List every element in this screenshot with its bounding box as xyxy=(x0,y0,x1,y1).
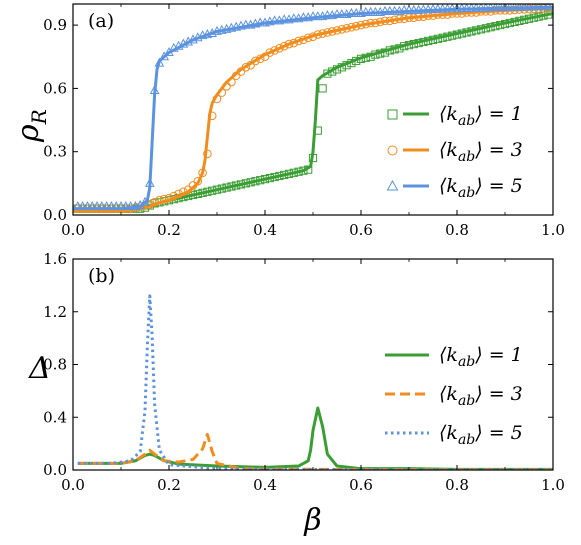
legend-label: ⟨kab⟩ = 5 xyxy=(439,175,523,201)
data-point-triangle xyxy=(332,8,342,19)
x-tick-label: 0.6 xyxy=(349,221,373,239)
legend-marker-square xyxy=(387,109,398,120)
y-tick-label: 1.6 xyxy=(43,250,67,268)
panel-b-ticks: 0.0 0.2 0.4 0.6 0.8 1.0 0.0 0.4 0.8 1.2 1.6 xyxy=(43,250,565,494)
data-point-circle xyxy=(279,41,289,51)
panel-a-ylabel-sub: R xyxy=(27,109,51,125)
panel-a-legend: ⟨kab⟩ = 1 ⟨kab⟩ = 3 ⟨kab⟩ = 5 xyxy=(386,103,523,201)
legend-label: ⟨kab⟩ = 5 xyxy=(439,422,523,448)
plot-area xyxy=(77,294,553,470)
x-tick-label: 0.4 xyxy=(253,476,277,494)
data-point-triangle xyxy=(418,4,429,14)
data-point-triangle xyxy=(408,4,419,14)
legend-label: ⟨kab⟩ = 3 xyxy=(439,383,523,409)
panel-b-legend: ⟨kab⟩ = 1 ⟨kab⟩ = 3 ⟨kab⟩ = 5 xyxy=(385,344,523,448)
y-tick-label: 0.9 xyxy=(43,16,67,34)
panel-a-label: (a) xyxy=(88,10,114,32)
x-tick-label: 0.2 xyxy=(157,476,181,494)
data-point-triangle xyxy=(399,4,410,14)
data-point-triangle xyxy=(240,19,251,29)
legend-label: ⟨kab⟩ = 1 xyxy=(439,103,523,129)
plot-area xyxy=(73,4,553,213)
data-point-triangle xyxy=(384,5,395,15)
panel-b-xlabel: β xyxy=(303,503,321,538)
data-point-circle xyxy=(275,44,284,53)
legend-marker-triangle xyxy=(386,179,399,191)
y-tick-label: 0.8 xyxy=(43,356,67,374)
x-tick-label: 1.0 xyxy=(541,221,565,239)
x-tick-label: 0.8 xyxy=(445,221,469,239)
data-point-circle xyxy=(251,56,260,66)
series-line xyxy=(73,5,553,211)
data-point-triangle xyxy=(269,15,280,25)
x-tick-label: 0.2 xyxy=(157,221,181,239)
y-tick-label: 0.3 xyxy=(43,143,67,161)
x-tick-label: 1.0 xyxy=(541,476,565,494)
data-point-triangle xyxy=(428,4,438,13)
data-point-triangle xyxy=(432,4,443,13)
data-point-triangle xyxy=(380,5,390,15)
panel-b-ylabel: Δ xyxy=(28,351,51,386)
panel-b-label: (b) xyxy=(88,265,115,287)
panel-a-ylabel-main: ρ xyxy=(11,124,46,143)
panel-a-series-layer xyxy=(73,4,553,213)
data-point-triangle xyxy=(298,12,309,22)
data-point-circle xyxy=(265,48,275,57)
series-line xyxy=(77,406,553,470)
panel-b: (b) 0.0 0.2 0.4 0.6 0.8 1.00.00.40.81.21.6 Δ … xyxy=(28,250,565,538)
x-tick-label: 0.0 xyxy=(61,476,85,494)
x-tick-label: 0.4 xyxy=(253,221,277,239)
data-point-triangle xyxy=(404,4,414,14)
y-tick-label: 1.2 xyxy=(43,303,67,321)
data-point-circle xyxy=(270,46,279,55)
x-tick-label: 0.8 xyxy=(445,476,469,494)
legend-marker-circle xyxy=(387,145,398,156)
series-line xyxy=(77,294,553,470)
y-tick-label: 0.0 xyxy=(43,206,67,224)
x-tick-label: 0.0 xyxy=(61,221,85,239)
panel-a-ticks: 0.0 0.2 0.4 0.6 0.8 1.0 0.0 0.3 0.6 0.9 xyxy=(43,4,565,239)
data-point-triangle xyxy=(308,11,318,21)
y-tick-label: 0.4 xyxy=(43,408,67,426)
data-point-triangle xyxy=(125,200,136,211)
data-point-square xyxy=(318,84,327,93)
y-tick-label: 0.0 xyxy=(43,461,67,479)
panel-b-series-layer xyxy=(77,294,553,470)
legend-label: ⟨kab⟩ = 1 xyxy=(439,344,523,370)
data-point-triangle xyxy=(279,14,290,24)
panel-a: (a) 0.0 0.2 0.4 0.6 0.8 1.0 0.0 0.3 0.6 0.9 ρR ⟨k… xyxy=(11,3,565,239)
panel-a-ylabel: ρR xyxy=(11,109,51,143)
x-tick-label: 0.6 xyxy=(349,476,373,494)
y-tick-label: 0.6 xyxy=(43,79,67,97)
legend-label: ⟨kab⟩ = 3 xyxy=(439,139,523,165)
data-point-triangle xyxy=(360,6,371,16)
data-point-triangle xyxy=(288,13,299,23)
series-line xyxy=(73,6,553,213)
